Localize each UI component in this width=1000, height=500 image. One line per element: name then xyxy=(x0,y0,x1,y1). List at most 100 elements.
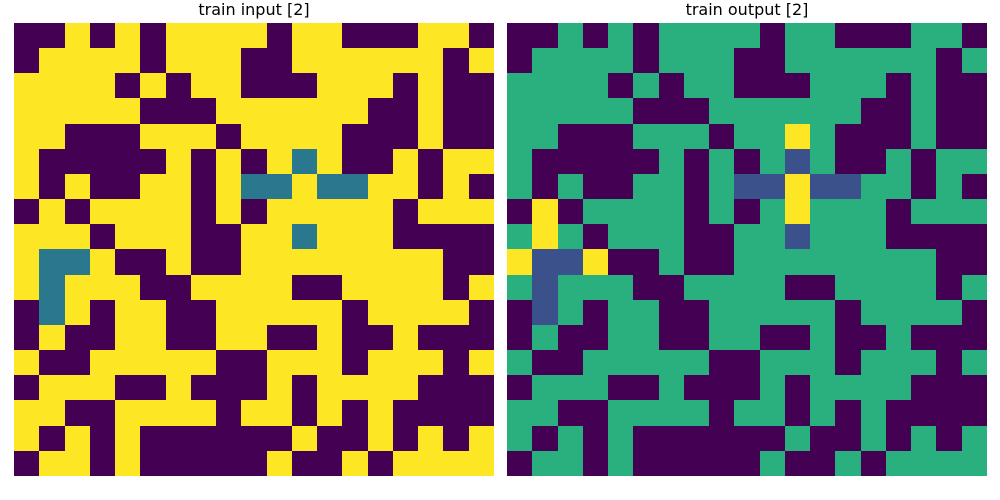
grid-cell xyxy=(608,400,634,426)
grid-cell xyxy=(367,148,393,174)
grid-cell xyxy=(14,48,40,74)
grid-cell xyxy=(89,148,116,174)
grid-cell xyxy=(532,299,558,325)
grid-cell xyxy=(418,173,444,200)
grid-cell xyxy=(367,324,393,351)
grid-cell xyxy=(835,274,861,300)
grid-cell xyxy=(709,350,735,376)
grid-cell xyxy=(392,199,419,225)
grid-cell xyxy=(266,173,292,200)
grid-cell xyxy=(633,375,659,401)
grid-cell xyxy=(608,23,634,49)
grid-cell xyxy=(468,173,494,200)
grid-cell xyxy=(216,450,242,476)
grid-cell xyxy=(557,199,583,225)
grid-cell xyxy=(317,173,343,200)
grid-cell xyxy=(64,400,90,426)
grid-cell xyxy=(89,450,116,476)
grid-cell xyxy=(810,73,836,99)
grid-cell xyxy=(317,148,343,174)
grid-cell xyxy=(835,48,861,74)
grid-cell xyxy=(367,400,393,426)
grid-cell xyxy=(418,299,444,325)
grid-cell xyxy=(885,73,912,99)
grid-cell xyxy=(241,350,267,376)
grid-cell xyxy=(443,123,469,149)
grid-cell xyxy=(216,23,242,49)
grid-cell xyxy=(835,173,861,200)
grid-cell xyxy=(961,350,987,376)
grid-cell xyxy=(241,48,267,74)
grid-cell xyxy=(317,48,343,74)
grid-cell xyxy=(392,299,419,325)
grid-cell xyxy=(39,324,65,351)
grid-cell xyxy=(140,199,166,225)
grid-cell xyxy=(532,148,558,174)
grid-cell xyxy=(89,224,116,250)
grid-cell xyxy=(291,450,318,476)
grid-cell xyxy=(266,350,292,376)
grid-cell xyxy=(266,199,292,225)
grid-cell xyxy=(885,98,912,124)
grid-cell xyxy=(317,324,343,351)
grid-cell xyxy=(14,224,40,250)
grid-cell xyxy=(14,98,40,124)
grid-cell xyxy=(810,173,836,200)
grid-cell xyxy=(683,375,710,401)
grid-cell xyxy=(418,224,444,250)
grid-cell xyxy=(582,425,609,451)
grid-cell xyxy=(532,249,558,275)
grid-cell xyxy=(216,425,242,451)
grid-cell xyxy=(89,98,116,124)
grid-cell xyxy=(64,324,90,351)
grid-cell xyxy=(291,73,318,99)
grid-cell xyxy=(216,98,242,124)
grid-cell xyxy=(582,98,609,124)
grid-cell xyxy=(532,274,558,300)
grid-cell xyxy=(64,375,90,401)
grid-cell xyxy=(759,73,785,99)
grid-cell xyxy=(165,173,191,200)
grid-cell xyxy=(342,224,368,250)
grid-cell xyxy=(507,224,533,250)
grid-cell xyxy=(784,324,811,351)
grid-cell xyxy=(443,23,469,49)
grid-cell xyxy=(911,274,937,300)
grid-cell xyxy=(468,224,494,250)
grid-cell xyxy=(216,123,242,149)
grid-cell xyxy=(392,98,419,124)
grid-cell xyxy=(216,48,242,74)
grid-cell xyxy=(860,73,886,99)
grid-cell xyxy=(115,73,141,99)
grid-cell xyxy=(709,274,735,300)
grid-cell xyxy=(633,199,659,225)
grid-cell xyxy=(140,450,166,476)
grid-cell xyxy=(885,48,912,74)
grid-cell xyxy=(443,73,469,99)
grid-cell xyxy=(115,224,141,250)
grid-cell xyxy=(532,199,558,225)
grid-cell xyxy=(784,350,811,376)
grid-cell xyxy=(39,48,65,74)
grid-cell xyxy=(115,299,141,325)
grid-cell xyxy=(860,350,886,376)
grid-cell xyxy=(342,375,368,401)
grid-cell xyxy=(89,48,116,74)
grid-cell xyxy=(291,148,318,174)
grid-cell xyxy=(89,299,116,325)
grid-cell xyxy=(936,274,962,300)
grid-cell xyxy=(683,400,710,426)
grid-cell xyxy=(835,148,861,174)
grid-cell xyxy=(885,324,912,351)
grid-cell xyxy=(64,299,90,325)
grid-cell xyxy=(342,148,368,174)
grid-cell xyxy=(961,274,987,300)
grid-cell xyxy=(165,123,191,149)
grid-cell xyxy=(961,48,987,74)
grid-cell xyxy=(658,274,684,300)
grid-cell xyxy=(64,173,90,200)
grid-cell xyxy=(317,450,343,476)
grid-cell xyxy=(734,450,760,476)
grid-cell xyxy=(241,148,267,174)
grid-cell xyxy=(392,249,419,275)
